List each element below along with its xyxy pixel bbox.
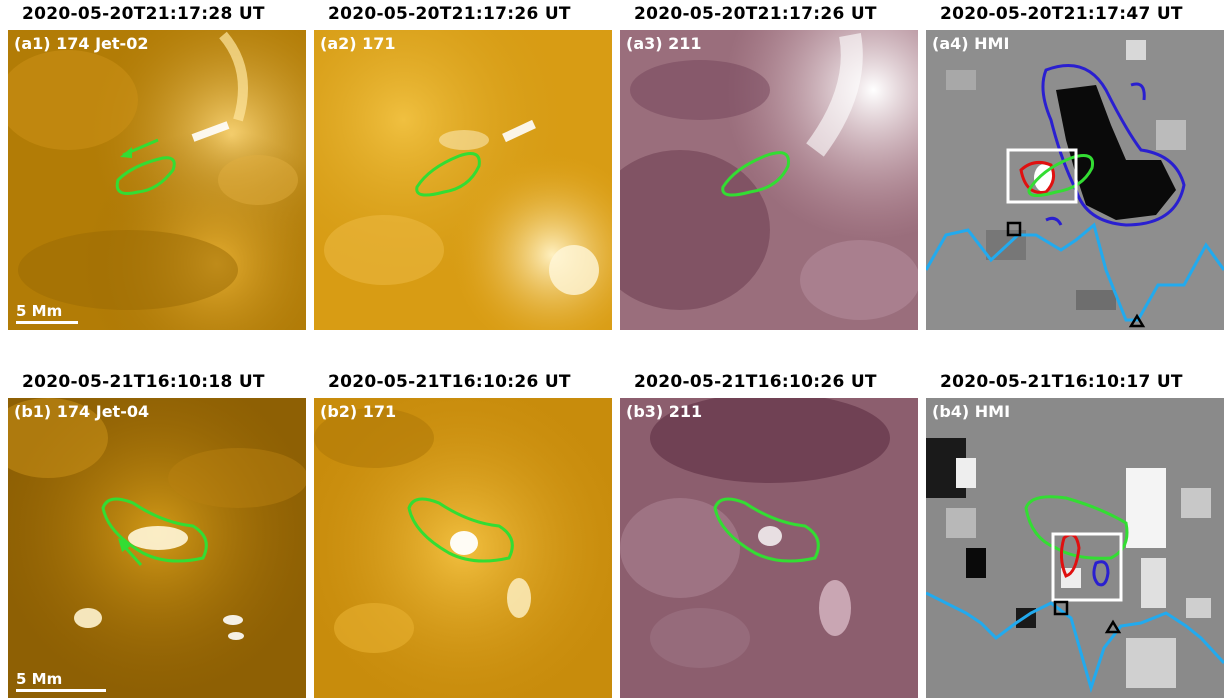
solar-image-174 [8,398,306,698]
scale-bar-label: 5 Mm [16,302,63,320]
solar-image-174 [8,30,306,330]
panel-a3-fe211: (a3) 211 [620,30,918,330]
solar-image-171 [314,30,612,330]
panel-b4-hmi: (b4) HMI [926,398,1224,698]
jet-contour [713,497,820,563]
zoom-box [1006,148,1078,204]
triangle-marker [1104,619,1122,634]
timestamp-a4: 2020-05-20T21:17:47 UT [940,4,1183,24]
solar-image-211 [620,30,918,330]
timestamp-b3: 2020-05-21T16:10:26 UT [634,372,877,392]
jet-contour [115,156,176,195]
panel-a4-hmi: (a4) HMI [926,30,1224,330]
timestamp-a3: 2020-05-20T21:17:26 UT [634,4,877,24]
panel-a2-fe171: (a2) 171 [314,30,612,330]
panel-b2-fe171: (b2) 171 [314,398,612,698]
scale-bar-label: 5 Mm [16,670,63,688]
jet-contour [407,497,514,563]
square-marker [1053,600,1069,616]
triangle-marker [1128,313,1146,328]
negative-polarity-contour [1041,64,1186,227]
jet-contour [415,152,481,197]
solar-image-211 [620,398,918,698]
panel-label-a3: (a3) 211 [626,34,702,53]
panel-label-b4: (b4) HMI [932,402,1011,421]
panel-label-b1: (b1) 174 Jet-04 [14,402,150,421]
panel-label-a2: (a2) 171 [320,34,396,53]
panel-label-b2: (b2) 171 [320,402,397,421]
jet-contour [101,497,208,563]
timestamp-b2: 2020-05-21T16:10:26 UT [328,372,571,392]
scale-bar: 5 Mm [16,670,106,692]
timestamp-b1: 2020-05-21T16:10:18 UT [22,372,265,392]
panel-label-a1: (a1) 174 Jet-02 [14,34,149,53]
zoom-box [1051,532,1123,602]
panel-label-a4: (a4) HMI [932,34,1010,53]
solar-image-171 [314,398,612,698]
panel-a1-fe174: (a1) 174 Jet-02 5 Mm [8,30,306,330]
timestamp-a2: 2020-05-20T21:17:26 UT [328,4,571,24]
slit-profile-line [926,222,1224,322]
negative-polarity-contour [1092,560,1110,587]
magnetogram-hmi [926,398,1224,698]
square-marker [1006,221,1022,237]
jet-contour [721,151,791,197]
slit-profile-line [926,591,1224,694]
panel-b1-fe174: (b1) 174 Jet-04 5 Mm [8,398,306,698]
panel-label-b3: (b3) 211 [626,402,703,421]
panel-b3-fe211: (b3) 211 [620,398,918,698]
jet-contour [1027,154,1095,197]
timestamp-a1: 2020-05-20T21:17:28 UT [22,4,265,24]
magnetogram-hmi [926,30,1224,330]
scale-bar: 5 Mm [16,302,78,324]
timestamp-b4: 2020-05-21T16:10:17 UT [940,372,1183,392]
